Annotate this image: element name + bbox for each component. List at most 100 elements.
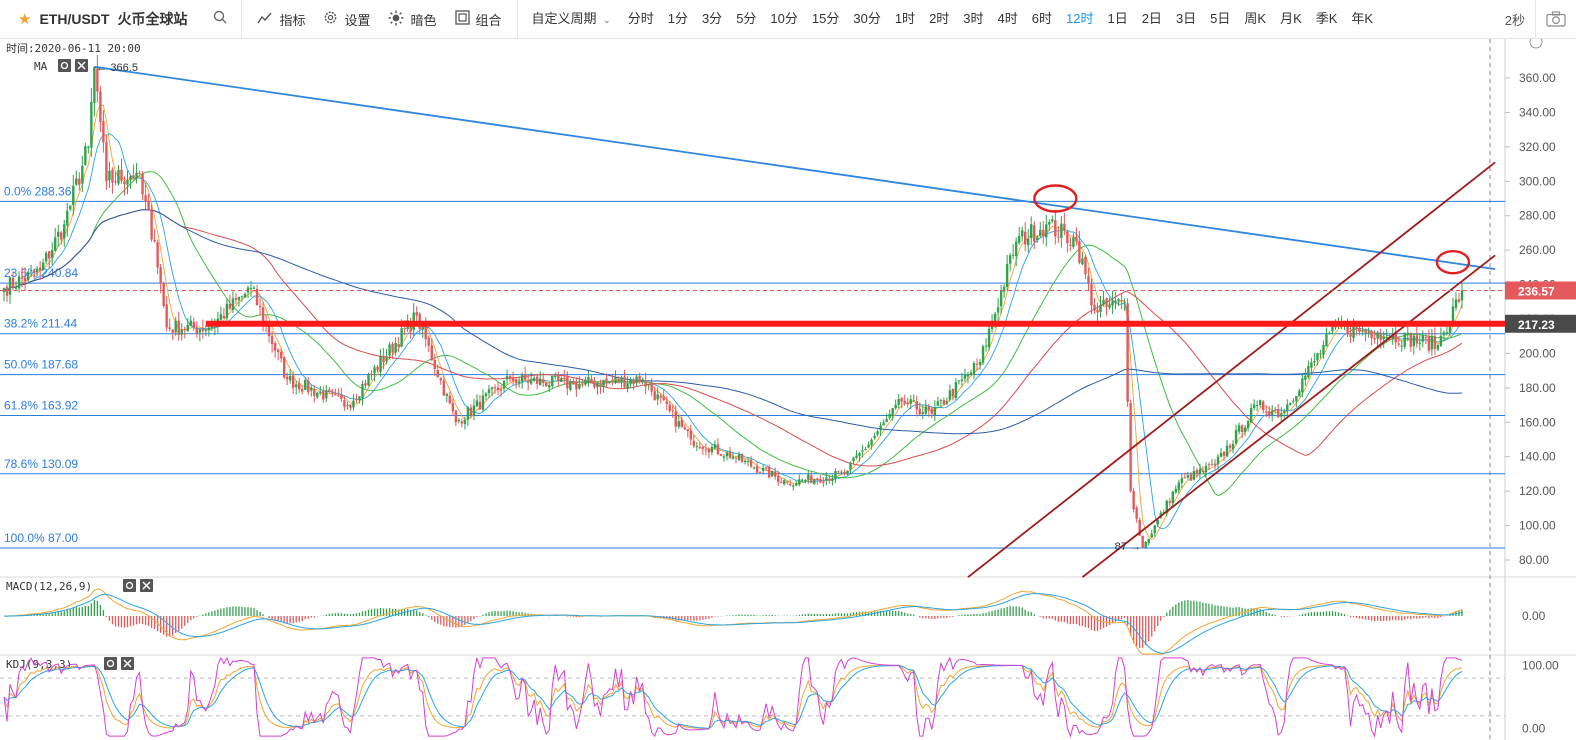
close-icon-stroke — [123, 659, 132, 668]
interval-11[interactable]: 6时 — [1031, 11, 1052, 26]
candle-body — [246, 287, 250, 293]
candle-body — [358, 396, 361, 400]
candle-body — [1063, 223, 1066, 231]
candle-body — [87, 146, 90, 148]
macd-gear-icon[interactable] — [123, 579, 136, 592]
candle-body — [63, 224, 66, 239]
star-icon[interactable]: ★ — [18, 11, 32, 28]
candle-body — [1448, 323, 1452, 334]
candle-body — [517, 381, 521, 384]
macd-label: MACD(12,26,9) — [6, 580, 92, 593]
candle-body — [370, 373, 373, 375]
candle-body — [1123, 301, 1126, 303]
candle-body — [1391, 333, 1394, 340]
candle-body — [1204, 465, 1208, 473]
interval-19[interactable]: 季K — [1315, 11, 1338, 26]
candle-body — [84, 146, 87, 165]
candle-body — [1412, 335, 1416, 347]
ma-gear-icon[interactable] — [58, 59, 71, 72]
kdj-gear-icon[interactable] — [104, 657, 117, 670]
candle-body — [1237, 425, 1241, 432]
channel-upper-line — [967, 161, 1496, 578]
candle-body — [1165, 500, 1168, 514]
candle-body — [903, 400, 906, 404]
candle-body — [713, 444, 717, 449]
candle-body — [496, 387, 500, 390]
interval-14[interactable]: 2日 — [1141, 11, 1162, 26]
candle-body — [475, 400, 479, 407]
candle-body — [810, 475, 813, 484]
candle-body — [614, 377, 617, 384]
price-axis-label: 180.00 — [1519, 381, 1556, 395]
candle-body — [198, 329, 202, 333]
candle-body — [171, 329, 174, 333]
candle-body — [1020, 230, 1024, 237]
camera-icon[interactable] — [1535, 0, 1576, 38]
interval-7[interactable]: 1时 — [894, 11, 916, 26]
candle-body — [57, 231, 60, 237]
candle-body — [1162, 511, 1165, 513]
interval-17[interactable]: 周K — [1244, 11, 1267, 26]
candle-body — [90, 101, 93, 148]
exchange-name: 火币全球站 — [117, 11, 188, 27]
candle-body — [355, 399, 358, 401]
candle-body — [758, 471, 762, 473]
interval-15[interactable]: 3日 — [1175, 11, 1197, 26]
candle-body — [150, 209, 153, 240]
candle-body — [1090, 284, 1093, 306]
combo-button[interactable]: 组合 — [446, 0, 511, 38]
candle-body — [942, 400, 946, 405]
interval-9[interactable]: 3时 — [963, 11, 984, 26]
candle-body — [228, 303, 232, 309]
gear-icon-inner — [106, 659, 115, 668]
candle-body — [165, 304, 168, 328]
candle-body — [602, 379, 605, 388]
candle-body — [1346, 323, 1349, 335]
candle-body — [861, 450, 864, 452]
interval-2[interactable]: 3分 — [701, 11, 723, 26]
interval-3[interactable]: 5分 — [736, 11, 757, 26]
interval-16[interactable]: 5日 — [1210, 11, 1231, 26]
custom-period-dropdown[interactable]: 自定义周期 ⌄ — [524, 0, 621, 38]
chart-area[interactable]: 360.00340.00320.00300.00280.00260.00240.… — [0, 39, 1576, 740]
candle-body — [523, 374, 527, 380]
candle-body — [716, 444, 720, 454]
candle-body — [1014, 241, 1018, 257]
candle-body — [5, 286, 9, 296]
candle-body — [719, 453, 723, 456]
interval-10[interactable]: 4时 — [997, 11, 1018, 26]
candle-body — [481, 395, 485, 410]
candle-body — [1102, 299, 1105, 305]
candle-body — [1289, 403, 1292, 405]
candle-body — [346, 405, 349, 407]
interval-5[interactable]: 15分 — [811, 11, 840, 26]
interval-0[interactable]: 分时 — [627, 11, 654, 26]
candle-body — [180, 329, 183, 335]
interval-8[interactable]: 2时 — [929, 11, 950, 26]
candle-body — [1195, 469, 1199, 474]
candle-body — [1054, 220, 1057, 237]
refresh-rate[interactable]: 2秒 — [1504, 12, 1525, 28]
interval-12[interactable]: 12时 — [1066, 11, 1094, 26]
interval-20[interactable]: 年K — [1351, 11, 1374, 26]
candle-body — [364, 383, 367, 386]
crosshair-handle-icon[interactable] — [1529, 39, 1543, 49]
interval-4[interactable]: 10分 — [770, 11, 798, 26]
interval-1[interactable]: 1分 — [667, 11, 688, 26]
interval-18[interactable]: 月K — [1280, 11, 1302, 26]
interval-6[interactable]: 30分 — [853, 11, 881, 26]
candle-body — [1424, 336, 1428, 338]
theme-button[interactable]: 暗色 — [379, 0, 445, 38]
indicators-button[interactable]: 指标 — [248, 0, 314, 38]
interval-13[interactable]: 1日 — [1107, 11, 1128, 26]
candle-body — [1011, 254, 1015, 256]
search-icon[interactable] — [213, 10, 227, 28]
candle-body — [924, 406, 927, 414]
candle-body — [1033, 225, 1036, 242]
candle-body — [325, 390, 328, 399]
candle-body — [737, 454, 741, 461]
candle-body — [93, 66, 96, 103]
settings-button[interactable]: 设置 — [314, 0, 379, 38]
symbol-selector[interactable]: ★ ETH/USDT 火币全球站 — [0, 0, 235, 38]
candle-body — [177, 320, 180, 336]
